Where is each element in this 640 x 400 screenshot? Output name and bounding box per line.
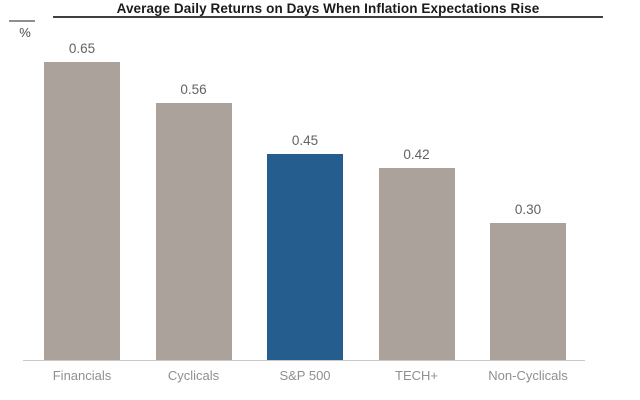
bar — [155, 103, 232, 361]
x-axis-tick-label: Cyclicals — [167, 368, 220, 383]
bar-value-label: 0.42 — [403, 147, 430, 162]
x-axis-tick-label: S&P 500 — [279, 368, 331, 383]
x-axis-tick-label: Non-Cyclicals — [488, 368, 568, 383]
bar-value-label: 0.65 — [68, 41, 96, 56]
bar-value-label: 0.30 — [514, 202, 542, 217]
x-axis-tick-label: Financials — [52, 368, 112, 383]
x-axis-tick-label: TECH+ — [395, 368, 438, 383]
bar-highlighted — [267, 154, 343, 361]
chart-title: Average Daily Returns on Days When Infla… — [116, 1, 540, 16]
x-axis-line — [23, 360, 585, 361]
bar-value-label: 0.45 — [291, 133, 319, 148]
title-underline — [53, 16, 603, 18]
bar-value-label: 0.56 — [180, 82, 207, 97]
y-axis-unit-rule — [9, 20, 35, 22]
bar — [44, 62, 120, 361]
bar — [378, 168, 455, 361]
y-axis-unit-label: % — [19, 25, 31, 40]
bar — [490, 223, 566, 361]
